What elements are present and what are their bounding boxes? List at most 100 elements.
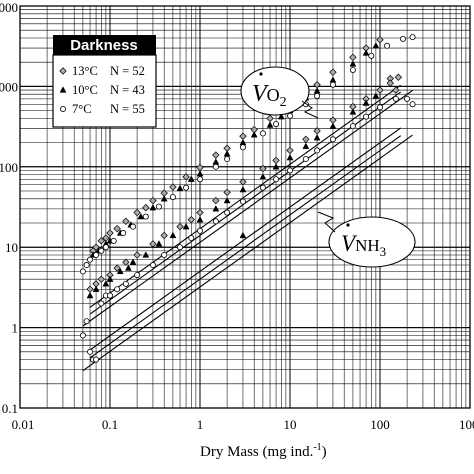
data-point-triangle bbox=[169, 231, 177, 239]
data-point-triangle bbox=[349, 60, 357, 67]
data-point-diamond bbox=[223, 188, 231, 197]
callout-o2-pointer bbox=[301, 100, 319, 119]
data-point-circle bbox=[98, 247, 105, 254]
data-point-circle bbox=[392, 95, 399, 102]
data-point-circle bbox=[83, 262, 90, 269]
data-point-circle bbox=[196, 176, 203, 183]
data-point-diamond bbox=[122, 258, 130, 266]
data-point-diamond bbox=[239, 178, 247, 186]
legend-marker-diamond bbox=[59, 67, 67, 75]
data-point-circle bbox=[224, 156, 231, 163]
data-point-triangle bbox=[196, 215, 204, 223]
legend-temp-label: 10°C bbox=[72, 83, 98, 97]
data-point-triangle bbox=[137, 212, 145, 220]
data-point-circle bbox=[161, 251, 168, 258]
data-point-circle bbox=[259, 184, 266, 191]
data-point-circle bbox=[384, 42, 391, 49]
data-point-circle bbox=[93, 356, 100, 363]
data-point-circle bbox=[188, 235, 195, 242]
data-point-triangle bbox=[362, 99, 370, 106]
fit-line-nh3-circle bbox=[82, 134, 413, 372]
legend-marker-triangle bbox=[59, 86, 67, 93]
data-point-circle bbox=[368, 52, 375, 59]
data-point-diamond bbox=[142, 204, 150, 212]
legend-title-bar bbox=[53, 35, 156, 55]
data-point-diamond bbox=[97, 237, 105, 245]
data-point-triangle bbox=[149, 203, 157, 211]
x-axis-label: Dry Mass (mg ind.-1) bbox=[200, 442, 327, 460]
data-point-triangle bbox=[116, 267, 124, 275]
data-point-diamond bbox=[97, 275, 105, 283]
data-point-triangle bbox=[302, 142, 310, 149]
data-point-diamond bbox=[176, 222, 184, 231]
fit-line-o2-circle bbox=[82, 89, 413, 327]
data-point-circle bbox=[273, 176, 280, 183]
data-point-diamond bbox=[376, 86, 384, 94]
x-tick-label: 0.01 bbox=[12, 417, 35, 432]
data-point-circle bbox=[120, 230, 127, 237]
data-point-triangle bbox=[372, 42, 380, 49]
data-point-diamond bbox=[302, 135, 310, 143]
data-point-diamond bbox=[329, 68, 337, 76]
data-point-diamond bbox=[113, 264, 121, 272]
legend-n-label: N = 55 bbox=[110, 102, 145, 116]
data-point-circle bbox=[212, 163, 219, 170]
y-tick-label: 0.1 bbox=[2, 401, 18, 416]
data-point-triangle bbox=[155, 240, 163, 247]
data-point-triangle bbox=[372, 92, 380, 99]
callout-nh3-label: VNH3 bbox=[341, 231, 386, 259]
data-point-circle bbox=[107, 292, 114, 299]
data-point-circle bbox=[314, 147, 321, 154]
data-point-triangle bbox=[272, 163, 280, 170]
legend-n-label: N = 43 bbox=[110, 83, 145, 97]
data-point-triangle bbox=[196, 169, 204, 177]
legend-box bbox=[52, 54, 157, 128]
x-tick-label: 100 bbox=[370, 417, 390, 432]
data-point-triangle bbox=[86, 291, 94, 299]
data-point-circle bbox=[87, 348, 94, 355]
legend: Darkness 13°C N = 52 10°C N = 43 7°C N = 55 bbox=[52, 35, 157, 128]
fit-line-o2-diamond bbox=[89, 84, 402, 308]
data-point-circle bbox=[409, 101, 416, 108]
legend-marker-circle bbox=[60, 106, 67, 113]
data-point-circle bbox=[114, 286, 121, 293]
data-point-diamond bbox=[106, 229, 114, 237]
data-point-circle bbox=[177, 244, 184, 251]
legend-title: Darkness bbox=[70, 37, 138, 54]
data-point-circle bbox=[169, 194, 176, 201]
data-point-diamond bbox=[212, 196, 220, 205]
data-point-diamond bbox=[149, 196, 157, 205]
callout-o2: VO2 bbox=[240, 66, 319, 119]
data-point-triangle bbox=[362, 49, 370, 56]
data-point-diamond bbox=[392, 86, 400, 94]
data-point-circle bbox=[102, 244, 109, 251]
data-point-circle bbox=[83, 318, 90, 325]
data-point-circle bbox=[239, 144, 246, 151]
data-points bbox=[79, 34, 416, 363]
data-point-circle bbox=[349, 123, 356, 130]
data-point-circle bbox=[134, 272, 141, 279]
data-point-triangle bbox=[176, 184, 184, 191]
data-point-triangle bbox=[142, 251, 150, 258]
data-point-circle bbox=[302, 156, 309, 163]
fit-line-nh3-triangle bbox=[89, 135, 402, 359]
data-point-circle bbox=[149, 262, 156, 269]
data-point-diamond bbox=[386, 79, 394, 87]
data-point-circle bbox=[122, 280, 129, 287]
data-point-diamond bbox=[394, 73, 403, 81]
data-point-diamond bbox=[286, 146, 294, 155]
y-tick-label: 1 bbox=[12, 321, 19, 336]
data-point-diamond bbox=[122, 217, 130, 225]
data-point-diamond bbox=[187, 215, 195, 224]
callout-o2-label: VO2 bbox=[252, 81, 287, 110]
data-point-triangle bbox=[239, 185, 247, 193]
data-point-diamond bbox=[92, 243, 100, 251]
data-point-triangle bbox=[129, 258, 137, 265]
data-point-circle bbox=[376, 104, 383, 111]
data-point-circle bbox=[79, 332, 86, 339]
x-axis-label-superscript: -1 bbox=[313, 442, 321, 453]
data-point-triangle bbox=[92, 285, 100, 292]
